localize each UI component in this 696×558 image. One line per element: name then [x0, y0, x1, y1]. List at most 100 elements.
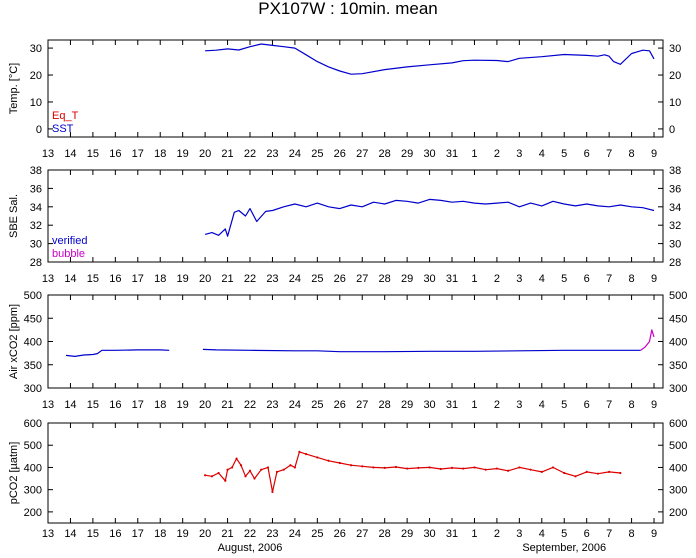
data-point: [298, 450, 301, 453]
y-tick-label: 30: [669, 43, 681, 55]
data-point: [271, 490, 274, 493]
data-point: [540, 470, 543, 473]
x-tick-label: 31: [446, 273, 458, 285]
x-tick-label: 8: [629, 148, 635, 160]
x-tick-label: 9: [651, 528, 657, 540]
x-tick-label: 25: [311, 148, 323, 160]
y-tick-label: 36: [669, 183, 681, 195]
x-tick-label: 23: [266, 273, 278, 285]
month-label-august: August, 2006: [218, 542, 283, 554]
x-tick-label: 15: [87, 399, 99, 411]
legend-entry: Eq_T: [52, 110, 79, 122]
y-tick-label: 400: [669, 337, 687, 349]
x-tick-label: 1: [471, 273, 477, 285]
x-tick-label: 4: [539, 148, 545, 160]
data-point: [563, 471, 566, 475]
x-tick-label: 13: [42, 148, 54, 160]
data-point: [608, 470, 611, 473]
data-point: [230, 466, 234, 469]
x-tick-label: 3: [516, 273, 522, 285]
x-tick-label: 25: [311, 399, 323, 411]
x-tick-label: 21: [221, 528, 233, 540]
data-point: [224, 479, 227, 482]
y-tick-label: 300: [669, 485, 687, 497]
x-tick-label: 2: [494, 148, 500, 160]
y-tick-label: 400: [669, 462, 687, 474]
x-tick-label: 2: [494, 273, 500, 285]
x-tick-label: 23: [266, 399, 278, 411]
data-point: [495, 467, 499, 470]
x-tick-label: 17: [132, 148, 144, 160]
x-tick-label: 22: [244, 399, 256, 411]
y-tick-label: 300: [24, 383, 42, 395]
data-point: [361, 465, 364, 468]
x-tick-label: 28: [379, 528, 391, 540]
x-tick-label: 22: [244, 273, 256, 285]
y-tick-label: 600: [24, 418, 42, 430]
x-tick-label: 17: [132, 399, 144, 411]
x-tick-label: 17: [132, 273, 144, 285]
x-tick-label: 14: [64, 528, 76, 540]
x-tick-label: 24: [289, 399, 301, 411]
y-tick-label: 600: [669, 418, 687, 430]
x-tick-label: 18: [154, 273, 166, 285]
y-tick-label: 500: [669, 440, 687, 452]
y-axis-label: pCO2 [µatm]: [8, 442, 20, 505]
y-tick-label: 300: [24, 485, 42, 497]
y-tick-label: 30: [30, 239, 42, 251]
month-label-september: September, 2006: [522, 542, 606, 554]
data-point: [239, 464, 243, 467]
data-point: [217, 471, 220, 475]
x-tick-label: 5: [561, 273, 567, 285]
x-tick-label: 19: [177, 148, 189, 160]
x-tick-label: 28: [379, 148, 391, 160]
y-tick-label: 0: [669, 124, 675, 136]
y-tick-label: 300: [669, 383, 687, 395]
y-axis-label: Temp. [°C]: [8, 63, 20, 114]
series-line: [202, 348, 641, 353]
data-point: [394, 465, 398, 469]
y-tick-label: 500: [24, 440, 42, 452]
data-point: [585, 470, 588, 473]
data-point: [439, 467, 442, 471]
data-point: [338, 461, 341, 465]
x-tick-label: 16: [109, 148, 121, 160]
x-tick-label: 25: [311, 528, 323, 540]
x-tick-label: 31: [446, 148, 458, 160]
data-point: [248, 469, 252, 472]
x-tick-label: 6: [584, 148, 590, 160]
y-tick-label: 36: [30, 183, 42, 195]
data-point: [253, 477, 256, 480]
y-tick-label: 400: [24, 462, 42, 474]
plot-frame: [47, 294, 664, 389]
data-point: [529, 468, 532, 471]
y-tick-label: 500: [24, 290, 42, 302]
x-tick-label: 23: [266, 148, 278, 160]
x-tick-label: 24: [289, 528, 301, 540]
y-tick-label: 28: [669, 257, 681, 269]
x-tick-label: 27: [356, 148, 368, 160]
x-tick-label: 15: [87, 273, 99, 285]
series-line: [204, 198, 655, 237]
x-tick-label: 18: [154, 528, 166, 540]
plot-frame: [47, 39, 664, 138]
data-point: [383, 466, 386, 469]
data-point: [349, 464, 353, 467]
x-tick-label: 24: [289, 148, 301, 160]
x-tick-label: 19: [177, 399, 189, 411]
x-tick-label: 26: [334, 399, 346, 411]
x-tick-label: 15: [87, 148, 99, 160]
x-tick-label: 27: [356, 399, 368, 411]
x-tick-label: 30: [423, 148, 435, 160]
x-tick-label: 26: [334, 148, 346, 160]
data-point: [316, 456, 319, 459]
x-tick-label: 22: [244, 528, 256, 540]
x-tick-label: 21: [221, 273, 233, 285]
x-tick-label: 8: [629, 528, 635, 540]
x-tick-label: 24: [289, 273, 301, 285]
x-tick-label: 1: [471, 148, 477, 160]
y-tick-label: 400: [24, 337, 42, 349]
data-point: [551, 466, 555, 469]
x-tick-label: 6: [584, 273, 590, 285]
